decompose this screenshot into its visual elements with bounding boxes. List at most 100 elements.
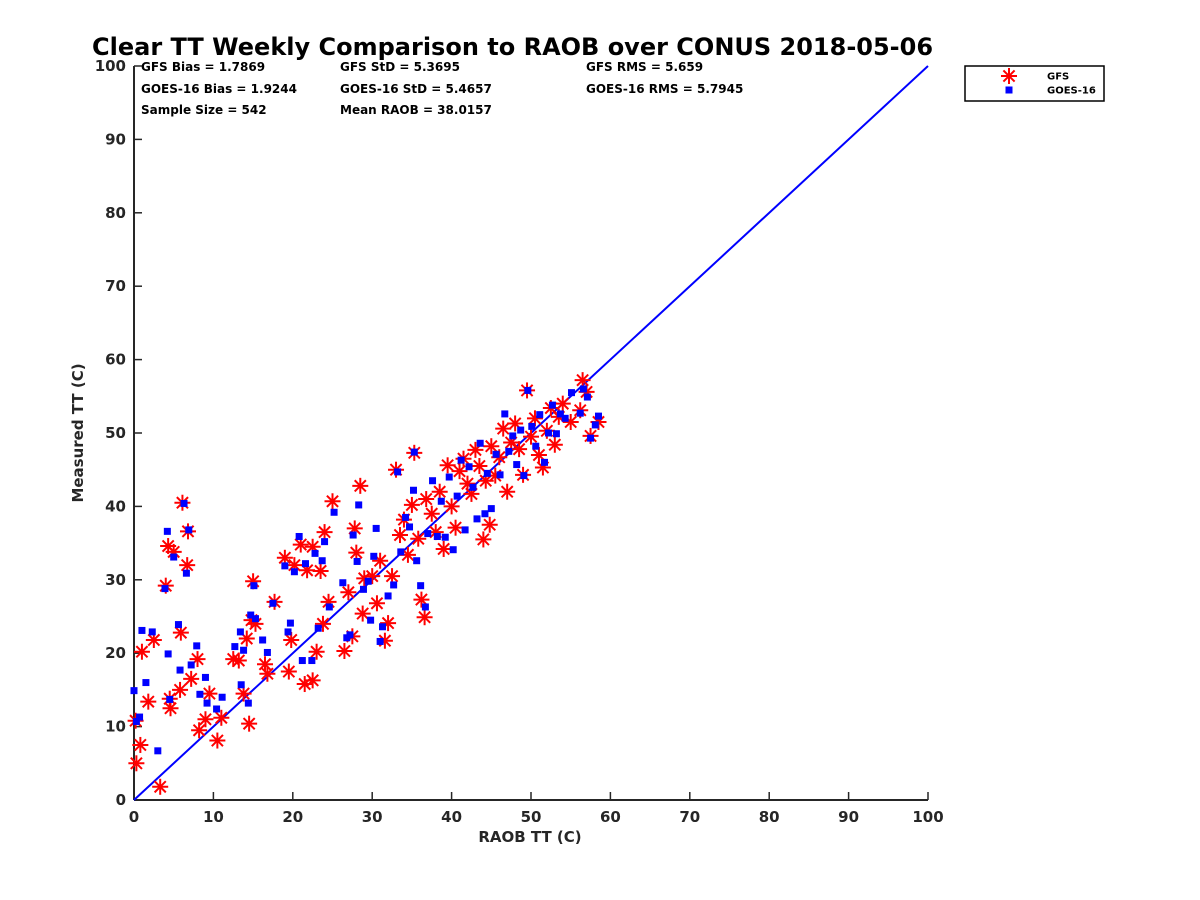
y-tick-label: 100: [95, 57, 126, 75]
gfs-point: [423, 505, 440, 522]
goes16-point: [314, 624, 322, 632]
asterisk-stroke: [433, 485, 446, 499]
gfs-point: [403, 496, 420, 513]
y-tick-label: 30: [105, 571, 126, 589]
gfs-point: [546, 436, 563, 453]
goes16-point: [284, 628, 292, 636]
goes16-point: [213, 705, 221, 713]
y-tick-label: 60: [105, 351, 126, 369]
goes16-point: [413, 557, 421, 565]
gfs-point: [230, 652, 247, 669]
asterisk-stroke: [477, 533, 490, 546]
goes16-point: [353, 557, 361, 565]
goes16-point: [161, 585, 169, 593]
gfs-point: [443, 498, 460, 515]
gfs-point: [257, 656, 274, 673]
asterisk-stroke: [180, 558, 194, 572]
goes16-point: [437, 497, 445, 505]
goes16-point: [476, 439, 484, 447]
goes16-point: [429, 477, 437, 485]
asterisk-stroke: [401, 548, 415, 562]
gfs-point: [316, 524, 333, 541]
gfs-point: [471, 458, 488, 475]
goes16-point: [453, 492, 461, 500]
goes16-point: [465, 463, 473, 471]
legend-label: GFS: [1047, 72, 1069, 83]
goes16-point: [501, 410, 509, 418]
asterisk-stroke: [449, 521, 462, 534]
y-axis-label: Measured TT (C): [69, 363, 87, 502]
y-tick-label: 40: [105, 497, 126, 515]
goes16-point: [164, 650, 172, 658]
goes16-point: [492, 450, 500, 458]
gfs-point: [280, 663, 297, 680]
gfs-point: [197, 711, 214, 728]
goes16-point: [390, 581, 398, 589]
goes16-point: [180, 499, 188, 507]
goes16-point: [449, 546, 457, 554]
goes16-point: [433, 532, 441, 540]
x-tick-label: 30: [362, 808, 383, 826]
gfs-point: [179, 557, 196, 574]
gfs-point: [354, 605, 371, 622]
gfs-point: [410, 530, 427, 547]
asterisk-stroke: [441, 458, 454, 472]
goes16-point: [394, 468, 402, 476]
gfs-point: [152, 778, 169, 795]
goes16-point: [487, 505, 495, 513]
series-gfs: [127, 372, 607, 795]
goes16-point: [576, 409, 584, 417]
asterisk-stroke: [437, 542, 450, 556]
goes16-point: [524, 386, 532, 394]
asterisk-stroke: [484, 439, 498, 453]
asterisk-stroke: [508, 417, 522, 430]
goes16-point: [424, 530, 432, 538]
goes16-point: [218, 693, 226, 701]
asterisk-stroke: [278, 551, 292, 565]
asterisk-stroke: [211, 734, 224, 747]
asterisk-stroke: [242, 717, 256, 730]
goes16-point: [505, 447, 513, 455]
gfs-point: [364, 568, 381, 585]
stat-text: GOES-16 RMS = 5.7945: [586, 82, 743, 96]
series-goes-16: [130, 385, 602, 755]
goes16-point: [402, 513, 410, 521]
asterisk-stroke: [411, 532, 425, 546]
goes16-point: [372, 524, 380, 532]
x-tick-label: 70: [679, 808, 700, 826]
goes16-point: [587, 434, 595, 442]
stat-text: GOES-16 Bias = 1.9244: [141, 82, 297, 96]
x-tick-label: 90: [838, 808, 859, 826]
asterisk-stroke: [246, 574, 260, 588]
asterisk-stroke: [415, 593, 428, 606]
gfs-point: [435, 540, 452, 557]
y-tick-label: 20: [105, 644, 126, 662]
goes16-point: [359, 585, 367, 593]
gfs-point: [380, 615, 397, 632]
goes16-point: [370, 552, 378, 560]
asterisk-stroke: [199, 712, 212, 726]
gfs-point: [418, 491, 435, 508]
goes16-point: [318, 557, 326, 565]
goes16-point: [240, 646, 248, 654]
goes16-point: [148, 628, 156, 636]
asterisk-stroke: [306, 674, 319, 687]
goes16-point: [548, 401, 556, 409]
goes16-point: [536, 411, 544, 419]
goes16-point: [579, 385, 587, 393]
gfs-point: [413, 591, 430, 608]
gfs-point: [336, 642, 353, 659]
asterisk-stroke: [479, 474, 493, 488]
gfs-point: [368, 595, 385, 612]
goes16-point: [231, 643, 239, 651]
goes16-point: [591, 421, 599, 429]
gfs-point: [324, 493, 341, 510]
gfs-point: [209, 732, 226, 749]
legend-marker-goes16: [1005, 86, 1013, 94]
goes16-point: [339, 579, 347, 587]
goes16-point: [384, 592, 392, 600]
y-tick-label: 50: [105, 424, 126, 442]
asterisk-stroke: [1002, 69, 1016, 83]
stats-panel: GFS Bias = 1.7869 GFS StD = 5.3695 GFS RMS…: [141, 60, 743, 117]
